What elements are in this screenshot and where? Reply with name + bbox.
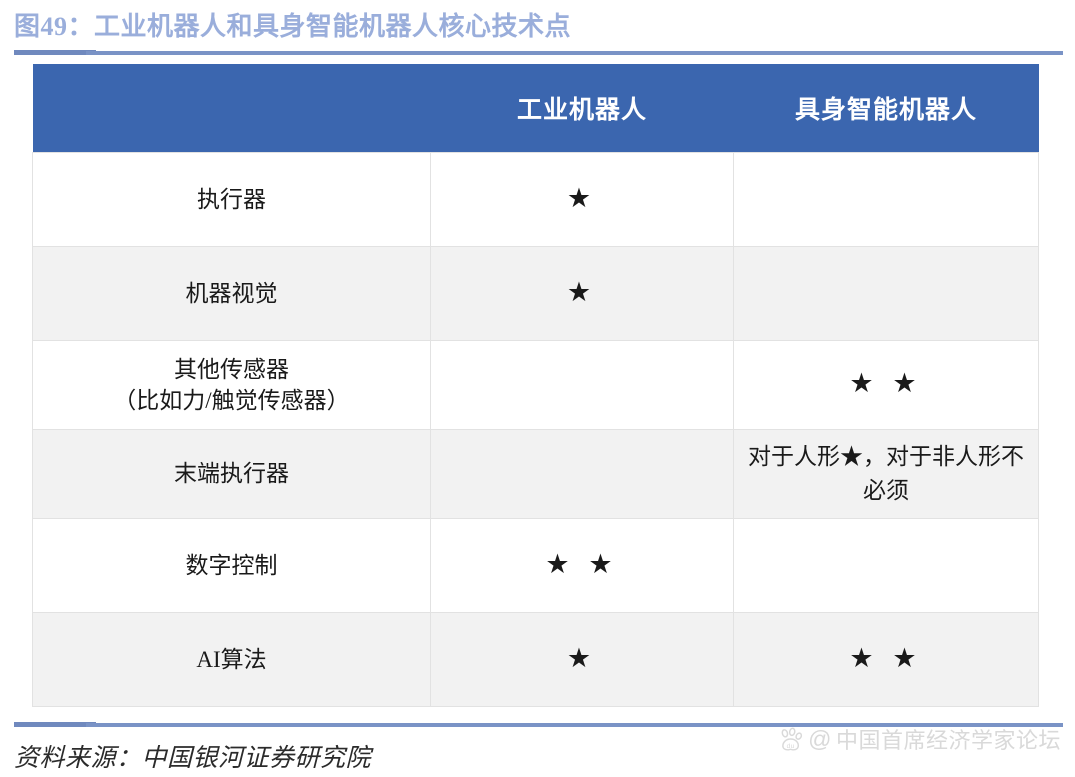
table-row: 数字控制 ★ ★ [32,518,1039,613]
cell-embodied-rating: 对于人形★，对于非人形不必须 [733,429,1039,519]
bottom-rule-divider [14,722,1063,727]
technology-label-line1: 执行器 [197,186,266,212]
cell-industrial-rating: ★ [430,152,734,247]
embodied-note-text: 对于人形★，对于非人形不必须 [748,443,1024,504]
top-rule-divider [14,50,1063,55]
cell-technology-name: AI算法 [32,612,431,707]
bottom-rule-main-segment [86,723,1063,727]
cell-technology-name: 其他传感器 （比如力/触觉传感器） [32,340,431,430]
table-row: 执行器 ★ [32,152,1039,247]
watermark: du @ 中国首席经济学家论坛 [778,723,1061,755]
table-row: 其他传感器 （比如力/触觉传感器） ★ ★ [32,340,1039,430]
table-row: AI算法 ★ ★ ★ [32,612,1039,707]
figure-title: 图49：工业机器人和具身智能机器人核心技术点 [14,12,572,41]
column-header-industrial-robot: 工业机器人 [430,64,734,153]
watermark-text: 中国首席经济学家论坛 [835,728,1061,753]
core-technology-table-wrapper: 工业机器人 具身智能机器人 执行器 ★ [32,64,1039,707]
cell-embodied-rating: ★ ★ [733,340,1039,430]
table-header: 工业机器人 具身智能机器人 [32,64,1039,153]
star-rating-industrial: ★ ★ [545,548,619,579]
cell-industrial-rating: ★ ★ [430,518,734,613]
top-rule-accent-segment [14,50,96,55]
column-header-technology [32,64,431,153]
cell-technology-name: 数字控制 [32,518,431,613]
cell-industrial-rating [430,429,734,519]
cell-technology-name: 末端执行器 [32,429,431,519]
baidu-paw-icon: du [778,726,804,752]
bottom-rule-accent-segment [14,722,96,727]
technology-label-line1: 数字控制 [185,552,278,578]
star-rating-industrial: ★ [566,642,598,673]
top-rule-main-segment [86,51,1063,55]
cell-technology-name: 机器视觉 [32,246,431,341]
technology-label-line1: AI算法 [196,646,267,672]
column-header-embodied-robot: 具身智能机器人 [733,64,1039,153]
table-row: 末端执行器 对于人形★，对于非人形不必须 [32,429,1039,519]
star-rating-embodied: ★ ★ [849,642,923,673]
cell-embodied-rating [733,246,1039,341]
technology-label-line1: 末端执行器 [174,461,289,487]
cell-industrial-rating [430,340,734,430]
core-technology-table: 工业机器人 具身智能机器人 执行器 ★ [32,64,1039,707]
star-rating-embodied: ★ ★ [849,368,923,399]
cell-industrial-rating: ★ [430,246,734,341]
svg-text:du: du [787,743,795,750]
cell-industrial-rating: ★ [430,612,734,707]
source-label: 资料来源：中国银河证券研究院 [14,745,372,772]
star-rating-industrial: ★ [566,276,598,307]
star-rating-industrial: ★ [566,182,598,213]
technology-label-line2: （比如力/触觉传感器） [113,388,350,413]
table-header-row: 工业机器人 具身智能机器人 [32,64,1039,153]
cell-embodied-rating: ★ ★ [733,612,1039,707]
at-symbol: @ [808,725,832,752]
technology-label-line1: 其他传感器 [174,356,289,382]
table-row: 机器视觉 ★ [32,246,1039,341]
cell-embodied-rating [733,518,1039,613]
technology-label-line1: 机器视觉 [185,280,278,306]
cell-technology-name: 执行器 [32,152,431,247]
cell-embodied-rating [733,152,1039,247]
table-body: 执行器 ★ 机器视觉 ★ [32,152,1039,707]
